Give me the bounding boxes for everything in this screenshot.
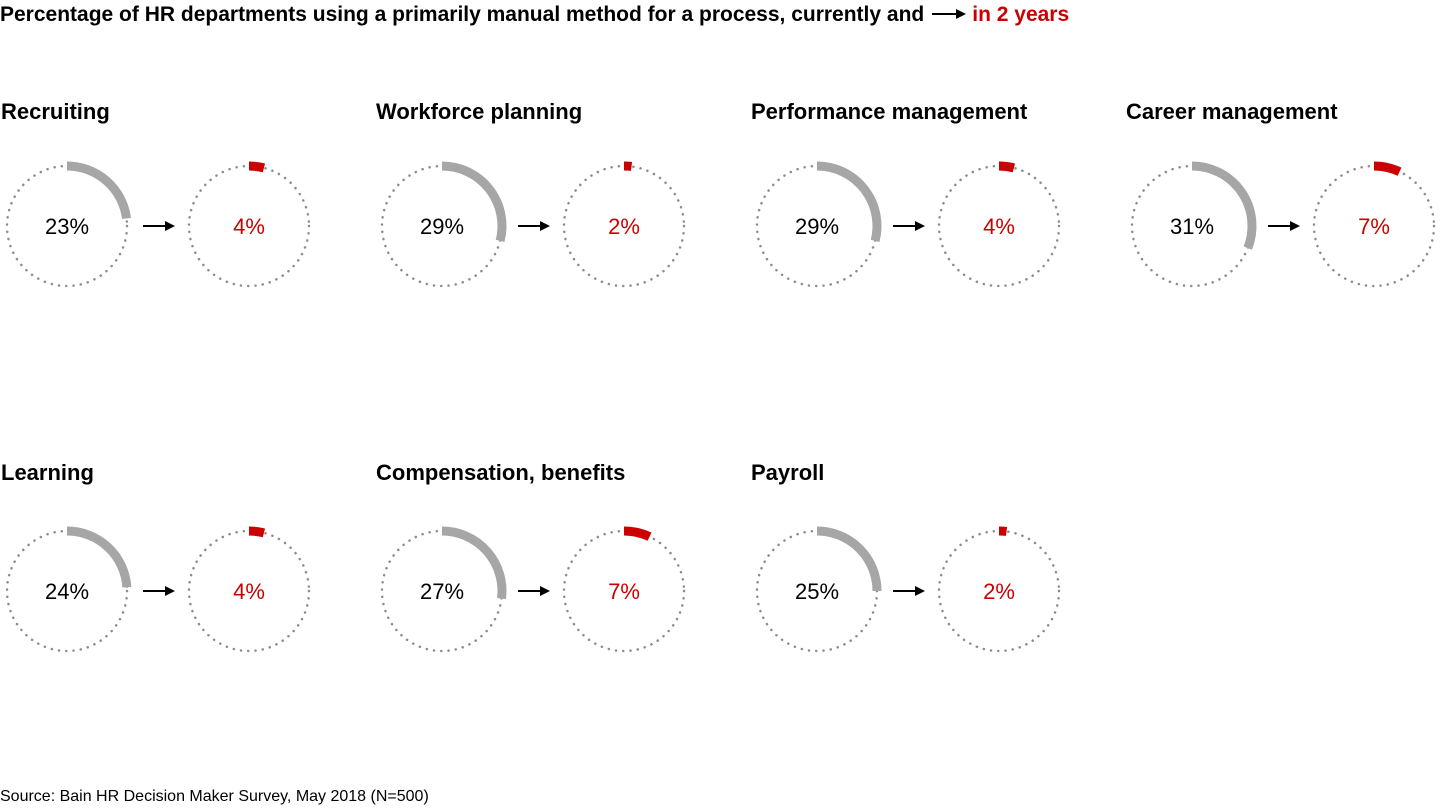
future-donut-learning-arc bbox=[248, 526, 266, 538]
panel-recruiting: Recruiting 23% 4% bbox=[1, 99, 311, 288]
current-donut-recruiting-ring bbox=[5, 164, 129, 288]
arrow-icon bbox=[1268, 221, 1300, 231]
future-donut-payroll-value: 2% bbox=[983, 579, 1015, 604]
panel-label-career-management: Career management bbox=[1126, 99, 1338, 124]
future-donut-career-management-arc bbox=[1373, 161, 1402, 176]
source-note: Source: Bain HR Decision Maker Survey, M… bbox=[0, 788, 429, 805]
current-donut-career-management-value: 31% bbox=[1170, 214, 1214, 239]
future-donut-recruiting-ring bbox=[187, 164, 311, 288]
panel-career-management: Career management 31% 7% bbox=[1126, 99, 1436, 288]
arrow-icon bbox=[893, 586, 925, 596]
panel-label-compensation-benefits: Compensation, benefits bbox=[376, 460, 625, 485]
future-donut-compensation-benefits-value: 7% bbox=[608, 579, 640, 604]
current-donut-payroll-arc bbox=[816, 526, 882, 592]
panel-label-performance-management: Performance management bbox=[751, 99, 1028, 124]
current-donut-career-management-arc bbox=[1191, 161, 1257, 250]
panel-label-workforce-planning: Workforce planning bbox=[376, 99, 582, 124]
panel-payroll: Payroll 25% 2% bbox=[751, 460, 1061, 653]
future-donut-compensation-benefits-arc bbox=[623, 526, 652, 541]
future-donut-compensation-benefits-ring bbox=[562, 529, 686, 653]
future-donut-career-management-value: 7% bbox=[1358, 214, 1390, 239]
future-donut-workforce-planning-ring bbox=[562, 164, 686, 288]
current-donut-workforce-planning-value: 29% bbox=[420, 214, 464, 239]
future-donut-payroll-ring bbox=[937, 529, 1061, 653]
current-donut-learning-value: 24% bbox=[45, 579, 89, 604]
future-donut-learning-ring bbox=[187, 529, 311, 653]
future-donut-performance-management-value: 4% bbox=[983, 214, 1015, 239]
future-donut-learning-value: 4% bbox=[233, 579, 265, 604]
panel-learning: Learning 24% 4% bbox=[1, 460, 311, 653]
future-donut-recruiting-arc bbox=[248, 161, 266, 173]
arrow-icon bbox=[143, 586, 175, 596]
future-donut-workforce-planning-value: 2% bbox=[608, 214, 640, 239]
arrow-icon bbox=[518, 586, 550, 596]
current-donut-compensation-benefits-value: 27% bbox=[420, 579, 464, 604]
panel-label-learning: Learning bbox=[1, 460, 94, 485]
chart-title: Percentage of HR departments using a pri… bbox=[0, 2, 1069, 28]
current-donut-workforce-planning-arc bbox=[441, 161, 507, 243]
current-donut-performance-management-value: 29% bbox=[795, 214, 839, 239]
current-donut-learning-ring bbox=[5, 529, 129, 653]
future-donut-career-management-ring bbox=[1312, 164, 1436, 288]
arrow-icon bbox=[518, 221, 550, 231]
chart-title-future: in 2 years bbox=[972, 3, 1070, 26]
chart-title-text: Percentage of HR departments using a pri… bbox=[0, 3, 925, 26]
current-donut-learning-arc bbox=[66, 526, 132, 588]
current-donut-performance-management-arc bbox=[816, 161, 882, 243]
future-donut-recruiting-value: 4% bbox=[233, 214, 265, 239]
future-donut-performance-management-ring bbox=[937, 164, 1061, 288]
future-donut-performance-management-arc bbox=[998, 161, 1016, 173]
current-donut-recruiting-value: 23% bbox=[45, 214, 89, 239]
current-donut-payroll-value: 25% bbox=[795, 579, 839, 604]
current-donut-compensation-benefits-arc bbox=[441, 526, 507, 600]
donut-chart-grid: Recruiting 23% 4% Workforce planning 29% 2% Pe… bbox=[1, 99, 1436, 653]
current-donut-recruiting-arc bbox=[66, 161, 131, 220]
panel-label-recruiting: Recruiting bbox=[1, 99, 110, 124]
panel-compensation-benefits: Compensation, benefits 27% 7% bbox=[376, 460, 686, 653]
panel-workforce-planning: Workforce planning 29% 2% bbox=[376, 99, 686, 288]
arrow-icon bbox=[893, 221, 925, 231]
right-arrow-icon bbox=[932, 3, 967, 27]
arrow-icon bbox=[143, 221, 175, 231]
panel-performance-management: Performance management 29% 4% bbox=[751, 99, 1061, 288]
panel-label-payroll: Payroll bbox=[751, 460, 824, 485]
